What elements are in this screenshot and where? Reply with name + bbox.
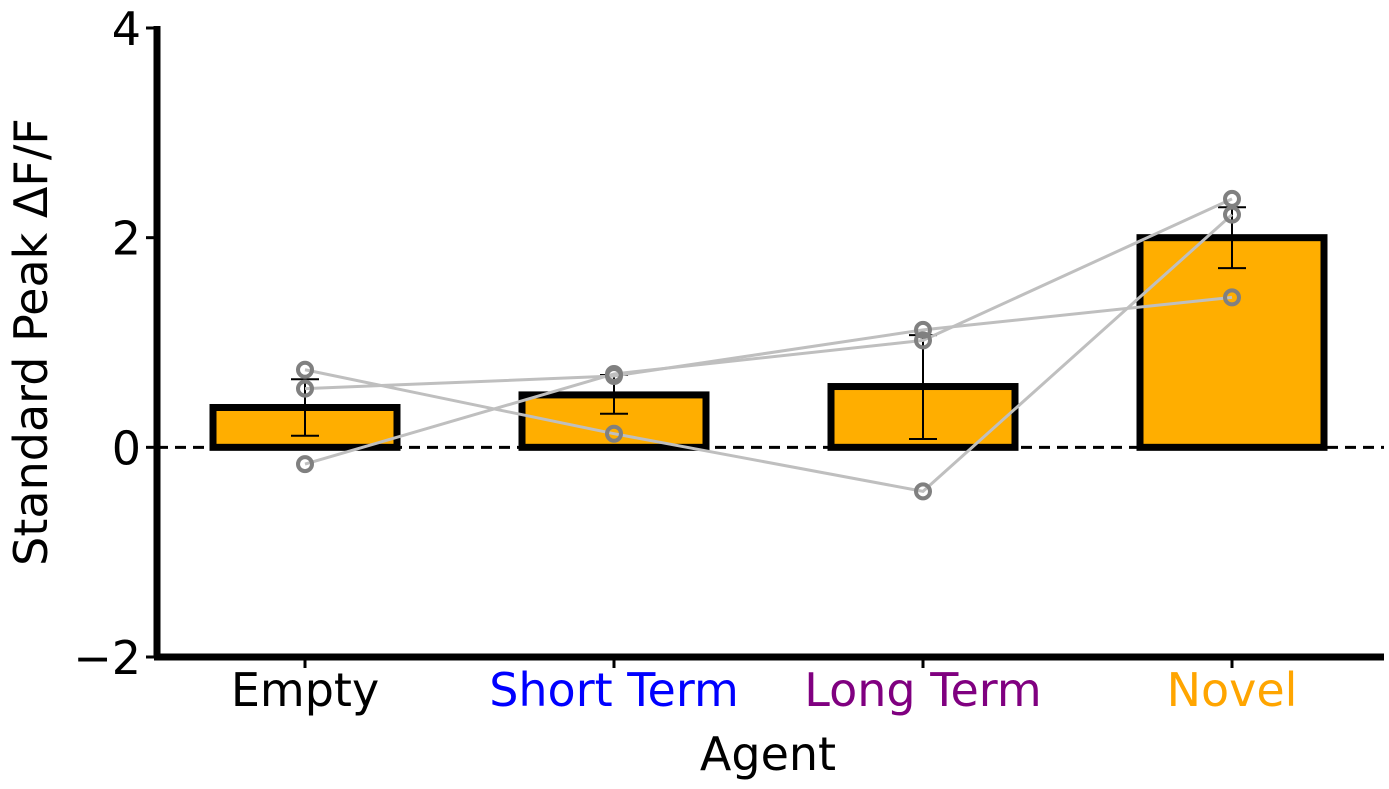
bars-layer (209, 234, 1328, 451)
x-tick-label-empty: Empty (231, 663, 379, 717)
x-tick-label-novel: Novel (1167, 663, 1298, 717)
individual-line-2 (304, 295, 1233, 391)
individual-point (1223, 288, 1241, 307)
ticks-layer: −2 0 2 4 Empty Short Term Long Term Novel (73, 2, 1297, 717)
individual-point (296, 379, 314, 398)
individual-point (1223, 189, 1241, 208)
individual-point (914, 320, 932, 339)
bar-novel (1136, 234, 1328, 451)
individual-line-3 (304, 197, 1233, 466)
error-bars-layer (291, 206, 1246, 440)
y-tick-label: −2 (73, 631, 141, 685)
individual-point (605, 364, 623, 383)
x-axis-title: Agent (700, 727, 836, 781)
individual-point (296, 360, 314, 379)
individual-point (296, 455, 314, 474)
x-tick-label-long-term: Long Term (804, 663, 1041, 717)
axes-layer (153, 26, 1384, 661)
y-tick-label: 2 (112, 212, 141, 266)
y-tick-label: 0 (112, 421, 141, 475)
y-axis-title: Standard Peak ΔF/F (4, 118, 58, 566)
individual-points-layer (296, 189, 1241, 501)
individual-line-1 (304, 213, 1234, 493)
individual-point (605, 424, 623, 443)
y-tick-label: 4 (112, 2, 141, 56)
individual-point (914, 482, 932, 501)
x-tick-label-short-term: Short Term (489, 663, 739, 717)
individual-point (914, 331, 932, 350)
